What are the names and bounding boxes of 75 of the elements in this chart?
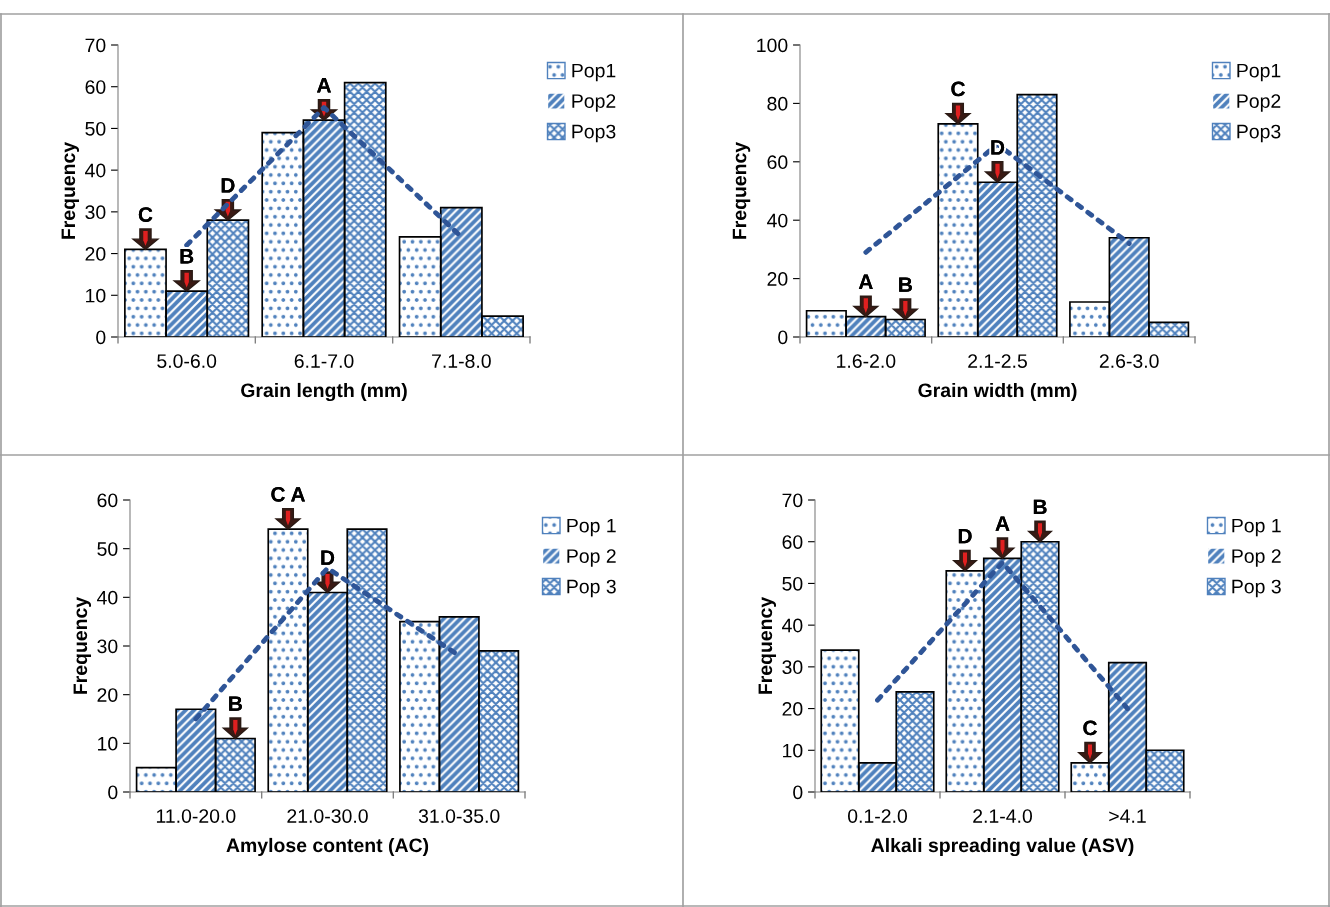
y-tick-label: 0: [778, 330, 788, 345]
y-axis-title: Frequency: [758, 596, 777, 694]
x-tick-label: 1.6-2.0: [837, 354, 896, 368]
y-tick-label: 10: [98, 736, 118, 751]
data-label: D: [221, 178, 235, 193]
x-tick-label: 5.0-6.0: [157, 354, 217, 368]
y-tick-label: 40: [97, 590, 118, 605]
y-tick-label: 0: [96, 330, 106, 345]
y-tick-label: 60: [782, 535, 803, 549]
y-tick-label: 70: [782, 493, 803, 508]
legend-label: Pop 3: [567, 579, 616, 598]
legend-label: Pop 2: [1232, 549, 1281, 567]
data-label: A: [316, 78, 331, 93]
y-tick-label: 70: [85, 38, 106, 53]
data-label: C: [138, 207, 153, 222]
x-tick-label: 7.1-8.0: [432, 354, 491, 368]
data-label: D: [321, 550, 335, 565]
data-label: C: [1083, 720, 1097, 736]
legend-label: Pop 2: [567, 549, 616, 567]
y-tick-label: 100: [757, 38, 788, 53]
legend-label: Pop1: [1237, 63, 1281, 82]
data-label: D: [958, 528, 972, 544]
y-tick-label: 0: [793, 785, 803, 800]
y-tick-label: 10: [86, 288, 106, 303]
x-axis-title: Alkali spreading value (ASV): [871, 837, 1134, 857]
y-tick-label: 20: [97, 688, 118, 702]
y-tick-label: 30: [782, 660, 803, 675]
y-axis-title: Frequency: [73, 596, 92, 694]
x-tick-label: 2.1-2.5: [968, 354, 1027, 368]
data-label: B: [229, 696, 242, 711]
y-tick-label: 0: [108, 785, 118, 800]
legend-label: Pop 3: [1232, 579, 1281, 598]
y-tick-label: 60: [97, 493, 118, 508]
y-tick-label: 40: [782, 618, 803, 633]
y-tick-label: 40: [85, 163, 106, 178]
x-tick-label: 6.1-7.0: [294, 354, 354, 368]
y-tick-label: 50: [97, 542, 118, 556]
y-tick-label: 20: [767, 272, 788, 286]
legend-label: Pop 1: [567, 518, 616, 537]
data-label: B: [899, 277, 912, 292]
data-label: A: [858, 274, 873, 289]
x-tick-label: 31.0-35.0: [418, 809, 500, 823]
data-label: C A: [271, 486, 305, 502]
data-label: B: [180, 249, 194, 264]
y-tick-label: 50: [85, 121, 106, 136]
legend-label: Pop 1: [1232, 518, 1281, 537]
x-axis-title: Amylose content (AC): [226, 837, 429, 857]
y-tick-label: 30: [97, 639, 118, 654]
legend-label: Pop3: [572, 124, 616, 143]
legend-label: Pop3: [1237, 124, 1281, 143]
y-tick-label: 60: [85, 80, 106, 94]
data-label: B: [1033, 499, 1047, 515]
x-tick-label: 11.0-20.0: [156, 809, 236, 823]
y-tick-label: 20: [85, 247, 106, 261]
x-axis-title: Grain length (mm): [241, 382, 407, 402]
x-tick-label: 21.0-30.0: [287, 809, 368, 823]
y-axis-title: Frequency: [61, 141, 80, 239]
y-tick-label: 30: [85, 205, 106, 220]
y-tick-label: 40: [767, 213, 788, 228]
y-tick-label: 50: [782, 576, 803, 591]
x-tick-label: >4.1: [1109, 809, 1146, 823]
data-label: C: [951, 81, 965, 97]
y-tick-label: 10: [783, 743, 803, 758]
y-tick-label: 20: [782, 702, 803, 716]
y-axis-title: Frequency: [732, 141, 751, 239]
legend-label: Pop2: [572, 94, 616, 112]
x-axis-title: Grain width (mm): [918, 382, 1077, 402]
legend-label: Pop2: [1237, 94, 1281, 112]
x-tick-label: 2.6-3.0: [1099, 354, 1159, 368]
y-tick-label: 60: [767, 155, 788, 170]
data-label: A: [995, 516, 1010, 531]
y-tick-label: 80: [767, 96, 788, 111]
x-tick-label: 0.1-2.0: [847, 809, 908, 823]
x-tick-label: 2.1-4.0: [973, 809, 1033, 823]
legend-label: Pop1: [572, 63, 616, 82]
